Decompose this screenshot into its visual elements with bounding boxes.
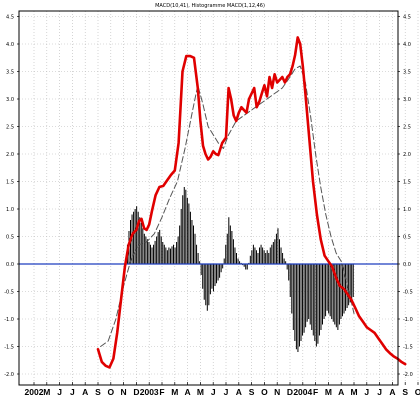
y-tick-label-left: 1.5 <box>6 180 14 186</box>
y-tick-label-left: 4.5 <box>6 15 14 21</box>
y-tick-label-left: -2.0 <box>4 372 14 378</box>
y-tick-label-left: 3.0 <box>6 97 14 103</box>
y-tick-label-right: 2.5 <box>403 125 411 131</box>
y-tick-label-left: 0.0 <box>6 262 14 268</box>
y-axis-left: -2.0 -1.5 -1.0 -0.5 0.0 0.5 1.0 1.5 2.0 2.5 3.0 3.5… <box>4 15 19 378</box>
x-tick-label: J <box>364 387 369 397</box>
x-tick-label: M <box>350 387 357 397</box>
y-tick-label-right: 1.5 <box>403 180 411 186</box>
x-tick-label: O <box>261 387 268 397</box>
y-tick-label-left: 0.5 <box>6 235 14 241</box>
y-tick-label-left: 4.0 <box>6 42 14 48</box>
y-tick-label-right: -1.5 <box>403 345 413 351</box>
x-tick-label: 2003 <box>140 387 159 397</box>
x-tick-label: D <box>133 387 139 397</box>
plot-frame <box>18 10 399 386</box>
y-tick-label-left: 1.0 <box>6 207 14 213</box>
x-tick-label: O <box>107 387 114 397</box>
x-tick-label: J <box>377 387 382 397</box>
y-tick-label-right: -0.5 <box>403 290 413 296</box>
y-tick-label-right: -2.0 <box>403 372 413 378</box>
x-tick-label: M <box>197 387 204 397</box>
x-tick-label: S <box>249 387 255 397</box>
x-tick-label: M <box>325 387 332 397</box>
y-tick-label-right: 4.5 <box>403 15 411 21</box>
x-tick-label: S <box>402 387 408 397</box>
y-tick-label-left: -1.0 <box>4 317 14 323</box>
x-tick-label: A <box>338 387 344 397</box>
x-tick-label: S <box>95 387 101 397</box>
x-tick-label: D <box>287 387 293 397</box>
macd-line <box>96 36 407 369</box>
signal-line <box>100 65 355 347</box>
series-lines <box>96 36 407 369</box>
x-tick-label: 2002 <box>25 387 44 397</box>
x-tick-label: A <box>389 387 395 397</box>
x-axis: 2002 M J J A S O N D 2003 F M A M J J A S O N D 2004 F M A M J J A S O <box>25 382 420 397</box>
y-tick-label-right: 3.5 <box>403 70 411 76</box>
x-tick-label: N <box>274 387 280 397</box>
y-tick-label-right: -1.0 <box>403 317 413 323</box>
x-tick-label: F <box>159 387 164 397</box>
gridlines <box>19 11 419 385</box>
y-tick-label-right: 1.0 <box>403 207 411 213</box>
chart-title: MACD(10,41), Histogramme MACD(1,12,46) <box>155 3 265 9</box>
y-tick-label-right: 4.0 <box>403 42 411 48</box>
x-tick-label: A <box>236 387 242 397</box>
x-tick-label: N <box>121 387 127 397</box>
x-tick-label: F <box>313 387 318 397</box>
x-tick-label: 2004 <box>293 387 312 397</box>
y-tick-label-left: 2.0 <box>6 152 14 158</box>
x-tick-label: J <box>70 387 75 397</box>
y-tick-label-left: 3.5 <box>6 70 14 76</box>
y-tick-label-left: -0.5 <box>4 290 14 296</box>
y-tick-label-left: -1.5 <box>4 345 14 351</box>
x-tick-label: J <box>224 387 229 397</box>
x-tick-label: M <box>171 387 178 397</box>
x-tick-label: J <box>211 387 216 397</box>
y-tick-label-right: 3.0 <box>403 97 411 103</box>
y-tick-label-right: 2.0 <box>403 152 411 158</box>
x-tick-label: A <box>185 387 191 397</box>
x-tick-label: M <box>43 387 50 397</box>
y-tick-label-left: 2.5 <box>6 125 14 131</box>
x-tick-label: O <box>415 387 420 397</box>
x-tick-label: J <box>57 387 62 397</box>
x-tick-label: A <box>82 387 88 397</box>
y-tick-label-right: 0.0 <box>403 262 411 268</box>
y-tick-label-right: 0.5 <box>403 235 411 241</box>
histogram-bars <box>126 187 354 352</box>
